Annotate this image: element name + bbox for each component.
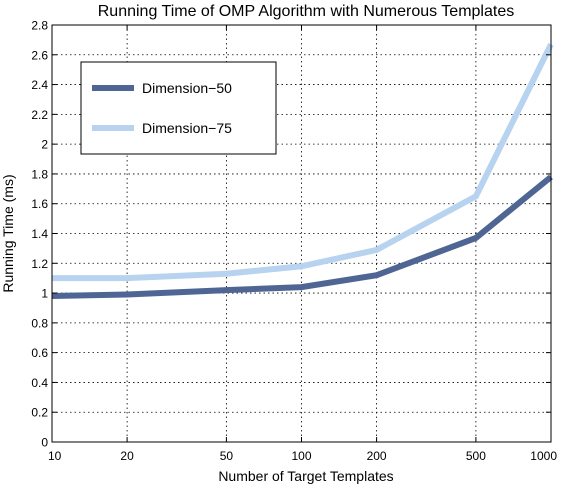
y-tick-label: 2.6 bbox=[31, 48, 48, 62]
y-tick-label: 0.6 bbox=[31, 346, 48, 360]
tick-layer bbox=[51, 24, 552, 443]
series-line-2 bbox=[52, 43, 554, 282]
x-tick-label: 10 bbox=[48, 449, 62, 463]
y-tick-label: 0 bbox=[41, 436, 48, 450]
y-tick-label: 1.6 bbox=[31, 197, 48, 211]
x-tick-label: 100 bbox=[291, 449, 311, 463]
x-axis-label: Number of Target Templates bbox=[218, 468, 393, 484]
chart-title: Running Time of OMP Algorithm with Numer… bbox=[98, 3, 514, 20]
legend-label-1: Dimension−50 bbox=[142, 80, 232, 96]
y-tick-label: 0.8 bbox=[31, 316, 48, 330]
y-tick-label: 2.4 bbox=[31, 78, 48, 92]
y-tick-label: 1.2 bbox=[31, 257, 48, 271]
y-tick-label: 0.2 bbox=[31, 406, 48, 420]
y-tick-label: 1.8 bbox=[31, 167, 48, 181]
x-tick-label: 50 bbox=[220, 449, 234, 463]
grid-layer bbox=[52, 25, 551, 442]
legend-box bbox=[80, 61, 277, 155]
series-line-1 bbox=[51, 174, 553, 300]
y-tick-label: 2 bbox=[41, 138, 48, 152]
x-tick-label: 20 bbox=[120, 449, 134, 463]
y-tick-labels: 0 0.2 0.4 0.6 0.8 1 1.2 1.4 1.6 1.8 2 2.2 2.4 2.6 2.8 bbox=[31, 19, 48, 450]
y-tick-label: 1 bbox=[41, 287, 48, 301]
x-tick-label: 500 bbox=[466, 449, 486, 463]
y-tick-label: 2.2 bbox=[31, 108, 48, 122]
legend-label-2: Dimension−75 bbox=[142, 120, 232, 136]
y-tick-label: 0.4 bbox=[31, 376, 48, 390]
x-tick-label: 1000 bbox=[530, 449, 557, 463]
x-tick-label: 200 bbox=[367, 449, 387, 463]
series-layer bbox=[51, 43, 554, 300]
y-tick-label: 2.8 bbox=[31, 19, 48, 33]
y-axis-label: Running Time (ms) bbox=[0, 174, 16, 292]
legend: Dimension−50 Dimension−75 bbox=[80, 61, 277, 155]
x-tick-labels: 10 20 50 100 200 500 1000 bbox=[48, 449, 557, 463]
y-tick-label: 1.4 bbox=[31, 227, 48, 241]
